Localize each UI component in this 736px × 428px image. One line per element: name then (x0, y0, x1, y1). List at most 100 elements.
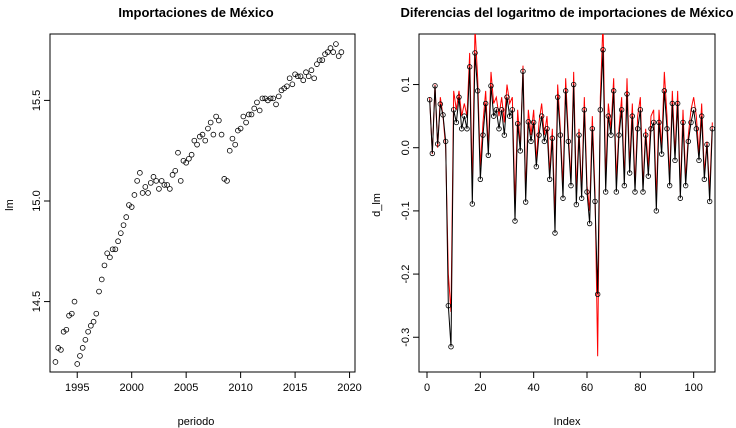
scatter-point (68, 310, 75, 317)
series-black-point (456, 94, 462, 100)
scatter-point (123, 214, 130, 220)
series-black-point (504, 94, 510, 100)
scatter-point (139, 190, 146, 196)
series-black-point (669, 100, 676, 107)
scatter-point (232, 141, 238, 148)
series-black-point (530, 119, 537, 126)
scatter-point (207, 119, 214, 126)
series-black-point (613, 189, 620, 195)
series-black-point (682, 182, 689, 189)
line-x-tick-label: 80 (634, 382, 646, 394)
scatter-point (63, 326, 70, 333)
line-y-tick-label: 0.0 (400, 140, 412, 155)
series-black-point (442, 138, 449, 145)
scatter-point (115, 238, 121, 245)
series-black-point (674, 100, 681, 107)
series-black-point (709, 126, 715, 132)
line-x-label: Index (554, 416, 581, 428)
series-black-point (624, 91, 630, 97)
scatter-point (237, 125, 244, 132)
scatter-point (145, 190, 151, 196)
series-black-point (562, 88, 569, 94)
scatter-point (52, 359, 59, 365)
series-black-point (610, 88, 617, 94)
series-black-point (496, 126, 502, 132)
series-black-point (458, 126, 465, 132)
scatter-point (161, 182, 168, 188)
series-black-point (517, 148, 524, 154)
series-black-point (600, 47, 606, 53)
series-black-point (658, 151, 665, 157)
scatter-point (79, 345, 86, 351)
series-black-point (541, 138, 548, 145)
scatter-point (134, 178, 140, 184)
series-black-point (498, 107, 505, 113)
series-black-point (626, 170, 633, 176)
series-black-point (546, 176, 553, 183)
line-y-tick-label: -0.3 (400, 328, 412, 347)
scatter-point (142, 184, 149, 190)
scatter-point (58, 347, 64, 353)
scatter-point (333, 41, 339, 47)
series-black-point (565, 138, 572, 145)
scatter-point (300, 77, 307, 84)
scatter-y-axis: 14.5 15.0 15.5 (31, 90, 51, 312)
scatter-point (245, 111, 252, 118)
series-black-point (549, 135, 556, 141)
scatter-point (156, 186, 162, 192)
series-black-point (485, 152, 492, 159)
scatter-y-tick-label: 15.5 (31, 90, 43, 111)
series-black-point (568, 182, 574, 189)
scatter-panel: Importaciones de México 1995 2000 2005 2010… (4, 5, 362, 428)
scatter-point (243, 119, 249, 126)
series-black-point (536, 132, 542, 138)
scatter-point (289, 81, 296, 88)
scatter-point (85, 328, 91, 335)
scatter-point (259, 95, 266, 102)
series-black-point (581, 107, 588, 113)
series-black-point (445, 302, 452, 309)
series-black-point (525, 119, 532, 125)
scatter-point (210, 131, 217, 138)
series-black-point (482, 100, 489, 107)
scatter-point (335, 53, 342, 59)
series-black-point (426, 97, 433, 103)
series-black-point (432, 83, 438, 89)
series-black-point (538, 113, 545, 119)
series-black-point (512, 218, 518, 224)
scatter-point (120, 222, 127, 228)
scatter-point (286, 75, 293, 82)
scatter-point (256, 107, 263, 114)
series-black-point (437, 101, 444, 107)
series-black-point (690, 107, 697, 113)
line-y-tick-label: -0.1 (400, 201, 412, 220)
series-black-point (469, 201, 476, 207)
series-black-point (557, 132, 564, 138)
scatter-y-tick-label: 14.5 (31, 291, 43, 312)
series-black-point (528, 138, 534, 145)
line-y-label: d_lm (371, 193, 383, 217)
series-black-point (506, 113, 513, 119)
scatter-point (77, 353, 83, 359)
scatter-y-label: lm (4, 199, 16, 211)
scatter-point (186, 155, 192, 162)
series-black-point (648, 126, 654, 132)
line-x-axis: 0 20 40 60 80 100 (424, 371, 703, 394)
scatter-title: Importaciones de México (118, 5, 273, 20)
series-black-point (618, 107, 625, 113)
series-black-point (701, 176, 708, 183)
scatter-point (167, 186, 173, 192)
scatter-point (229, 135, 236, 142)
scatter-x-tick-label: 2015 (283, 382, 307, 394)
series-black-point (450, 107, 457, 113)
series-black-point (544, 126, 550, 132)
scatter-point (82, 337, 89, 343)
line-x-tick-label: 20 (474, 382, 486, 394)
scatter-point (164, 182, 170, 188)
scatter-point (295, 73, 301, 80)
line-series (426, 34, 715, 357)
series-black-point (488, 83, 494, 89)
series-black-point (573, 201, 580, 208)
series-black-line (429, 49, 713, 347)
